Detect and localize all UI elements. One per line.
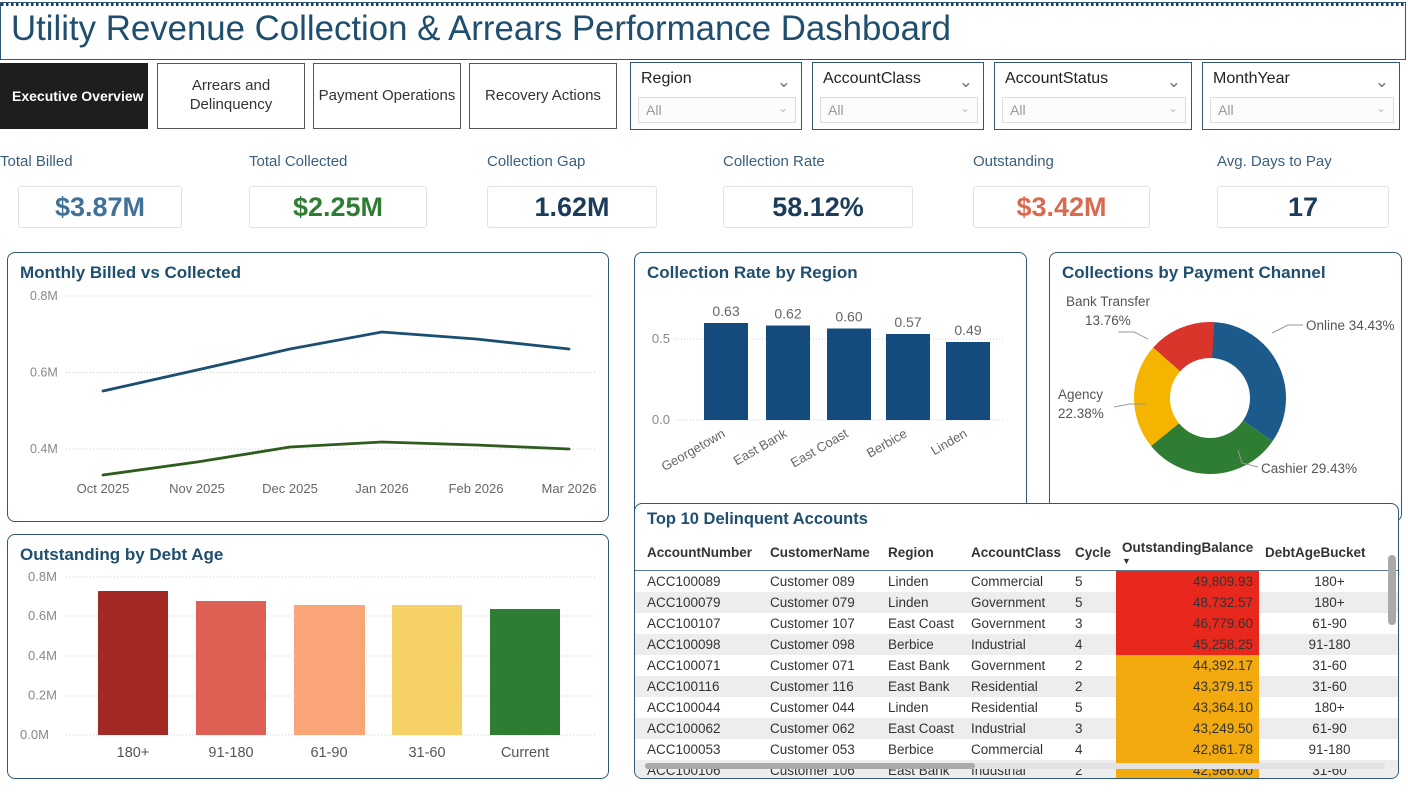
svg-text:Berbice: Berbice [864, 426, 910, 461]
svg-text:0.62: 0.62 [774, 306, 801, 322]
svg-text:0.8M: 0.8M [30, 289, 58, 303]
svg-text:Nov 2025: Nov 2025 [169, 481, 225, 496]
svg-text:Oct 2025: Oct 2025 [77, 481, 130, 496]
svg-text:Bank Transfer: Bank Transfer [1066, 294, 1151, 309]
svg-text:0.49: 0.49 [954, 322, 981, 338]
svg-text:0.5: 0.5 [652, 331, 670, 346]
svg-text:0.0: 0.0 [652, 412, 670, 427]
svg-text:Online 34.43%: Online 34.43% [1306, 318, 1395, 333]
svg-text:91-180: 91-180 [208, 745, 253, 761]
svg-text:22.38%: 22.38% [1058, 406, 1104, 421]
svg-text:0.63: 0.63 [712, 303, 739, 319]
svg-text:Cashier 29.43%: Cashier 29.43% [1261, 461, 1357, 476]
svg-text:0.60: 0.60 [835, 309, 862, 325]
svg-text:0.2M: 0.2M [28, 688, 57, 703]
svg-text:Mar 2026: Mar 2026 [542, 481, 597, 496]
svg-text:Linden: Linden [928, 426, 969, 459]
svg-text:East Coast: East Coast [788, 425, 851, 470]
svg-text:Current: Current [501, 745, 549, 761]
svg-text:0.0M: 0.0M [20, 727, 49, 742]
svg-text:0.4M: 0.4M [30, 442, 58, 456]
svg-text:0.6M: 0.6M [28, 608, 57, 623]
svg-text:13.76%: 13.76% [1085, 313, 1131, 328]
svg-text:Jan 2026: Jan 2026 [355, 481, 409, 496]
svg-text:East Bank: East Bank [731, 425, 790, 468]
svg-text:Dec 2025: Dec 2025 [262, 481, 318, 496]
svg-text:0.6M: 0.6M [30, 366, 58, 380]
svg-text:Georgetown: Georgetown [659, 426, 728, 474]
svg-text:0.57: 0.57 [894, 314, 921, 330]
svg-text:Agency: Agency [1058, 387, 1103, 402]
svg-text:Feb 2026: Feb 2026 [449, 481, 504, 496]
svg-text:180+: 180+ [117, 745, 150, 761]
svg-text:0.4M: 0.4M [28, 648, 57, 663]
svg-text:61-90: 61-90 [310, 745, 347, 761]
svg-text:31-60: 31-60 [408, 745, 445, 761]
svg-text:0.8M: 0.8M [28, 569, 57, 584]
